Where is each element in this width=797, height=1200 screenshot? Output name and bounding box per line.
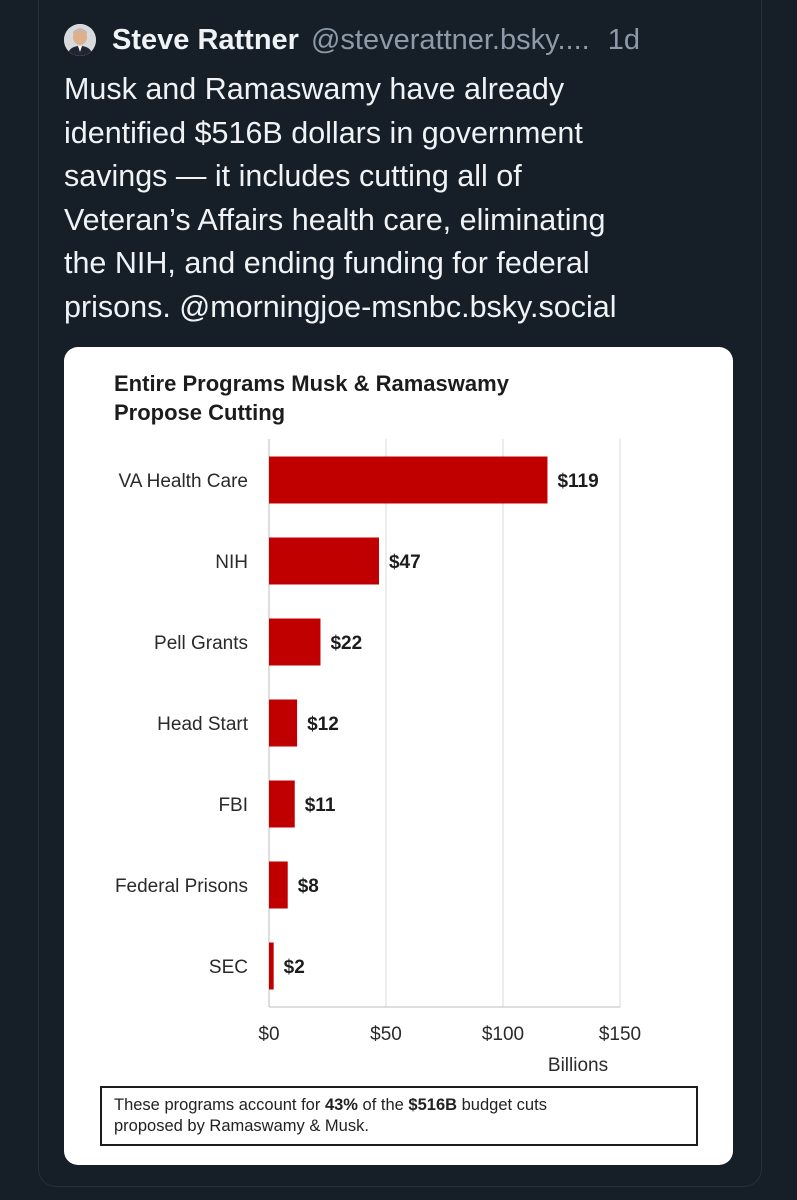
author-name[interactable]: Steve Rattner <box>112 23 299 56</box>
chart-title: Entire Programs Musk & Ramaswamy Propose… <box>114 369 674 427</box>
data-label: $2 <box>284 957 305 978</box>
footnote-amount: $516B <box>408 1096 458 1114</box>
chart-title-line: Propose Cutting <box>114 400 286 425</box>
post-text-line: savings — it includes cutting all of <box>64 159 522 193</box>
footnote-percent: 43% <box>324 1096 358 1114</box>
avatar[interactable] <box>64 24 96 56</box>
category-label: SEC <box>209 957 248 978</box>
bar <box>269 537 379 585</box>
post-text: Musk and Ramaswamy have already identifi… <box>64 68 754 329</box>
post-text-line: the NIH, and ending funding for federal <box>64 246 590 280</box>
x-tick-label: $50 <box>370 1024 402 1045</box>
post-text-line: identified $516B dollars in government <box>64 115 583 150</box>
bar <box>269 699 298 747</box>
post-text-line: Musk and Ramaswamy have already <box>64 72 565 106</box>
data-label: $8 <box>298 876 319 897</box>
person-avatar-icon <box>64 24 96 56</box>
chart-footnote: These programs account for 43% of the $5… <box>100 1086 698 1146</box>
category-label: Federal Prisons <box>115 876 248 897</box>
author-handle[interactable]: @steverattner.bsky.... <box>310 23 590 56</box>
category-label: Head Start <box>157 714 249 735</box>
data-label: $12 <box>307 714 339 735</box>
footnote-text: These programs account for <box>114 1096 325 1114</box>
post-header: Steve Rattner @steverattner.bsky.... 1d <box>64 20 640 60</box>
category-label: NIH <box>215 552 248 573</box>
x-tick-label: $100 <box>482 1024 524 1045</box>
footnote-text: budget cuts <box>457 1096 547 1114</box>
data-label: $22 <box>330 633 362 654</box>
post-timestamp[interactable]: 1d <box>607 23 640 56</box>
bar <box>269 942 274 990</box>
category-label: FBI <box>218 795 248 816</box>
bar <box>269 456 548 504</box>
footnote-text: proposed by Ramaswamy & Musk. <box>114 1117 369 1135</box>
footnote-text: of the <box>357 1096 409 1114</box>
post-text-line: prisons. @morningjoe-msnbc.bsky.social <box>64 289 617 324</box>
data-label: $11 <box>305 795 336 816</box>
bar <box>269 861 288 909</box>
bar <box>269 780 295 828</box>
data-label: $119 <box>557 471 598 492</box>
category-label: VA Health Care <box>118 471 248 492</box>
post-image[interactable]: VA Health Care $119 NIH $47 Pell Grants $22 He… <box>64 347 733 1165</box>
category-label: Pell Grants <box>154 633 248 654</box>
post-card[interactable] <box>38 0 762 1187</box>
x-tick-label: $0 <box>258 1024 279 1045</box>
post-text-line: Veteran’s Affairs health care, eliminati… <box>64 202 606 237</box>
x-axis-label: Billions <box>548 1055 608 1076</box>
bar <box>269 618 321 666</box>
chart-title-line: Entire Programs Musk & Ramaswamy <box>114 371 509 396</box>
x-tick-label: $150 <box>599 1024 641 1045</box>
bar-chart: VA Health Care $119 NIH $47 Pell Grants $22 He… <box>115 439 641 1076</box>
data-label: $47 <box>389 552 421 573</box>
